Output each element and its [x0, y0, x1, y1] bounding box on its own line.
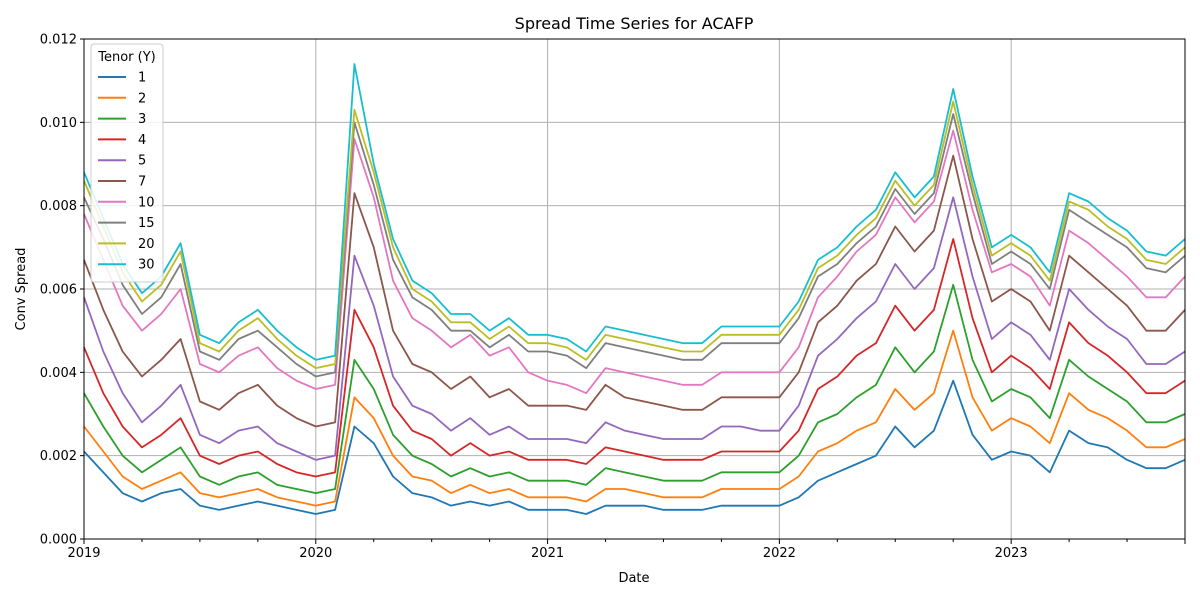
series-line-4 [83, 238, 1186, 478]
series-line-1 [83, 379, 1186, 515]
legend-label-4: 4 [138, 133, 146, 148]
x-tick-label: 2020 [299, 546, 332, 561]
chart-title: Spread Time Series for ACAFP [515, 14, 754, 33]
series-line-7 [83, 154, 1186, 428]
series-line-2 [83, 329, 1186, 507]
x-tick-label: 2022 [763, 546, 796, 561]
series-line-20 [83, 100, 1186, 370]
legend-label-10: 10 [138, 195, 155, 210]
series-line-30 [83, 63, 1186, 361]
y-tick-label: 0.008 [40, 199, 77, 214]
series-layer [83, 63, 1186, 515]
y-tick-label: 0.010 [40, 116, 77, 131]
series-line-10 [83, 129, 1186, 395]
y-tick-label: 0.000 [40, 533, 77, 548]
x-tick-label: 2021 [531, 546, 564, 561]
x-tick-label: 2019 [67, 546, 100, 561]
x-tick-label: 2023 [995, 546, 1028, 561]
legend-label-3: 3 [138, 112, 146, 127]
y-tick-label: 0.012 [40, 33, 77, 48]
legend-label-2: 2 [138, 91, 146, 106]
tick-layer: 0.000 0.002 0.004 0.006 0.008 0.010 0.012 2019 2… [40, 33, 1186, 561]
series-line-15 [83, 113, 1186, 378]
legend-label-20: 20 [138, 237, 155, 252]
y-tick-label: 0.002 [40, 449, 77, 464]
legend-label-15: 15 [138, 216, 155, 231]
y-tick-label: 0.006 [40, 283, 77, 298]
y-axis-label: Conv Spread [14, 248, 29, 331]
legend: Tenor (Y) 1 2 3 4 5 7 10 15 20 30 [90, 43, 164, 283]
legend-label-7: 7 [138, 175, 146, 190]
legend-label-5: 5 [138, 154, 146, 169]
legend-title: Tenor (Y) [97, 50, 155, 65]
y-tick-label: 0.004 [40, 366, 77, 381]
legend-label-30: 30 [138, 258, 155, 273]
legend-label-1: 1 [138, 71, 146, 86]
series-line-3 [83, 283, 1186, 495]
series-line-5 [83, 196, 1186, 461]
x-axis-label: Date [618, 571, 649, 586]
